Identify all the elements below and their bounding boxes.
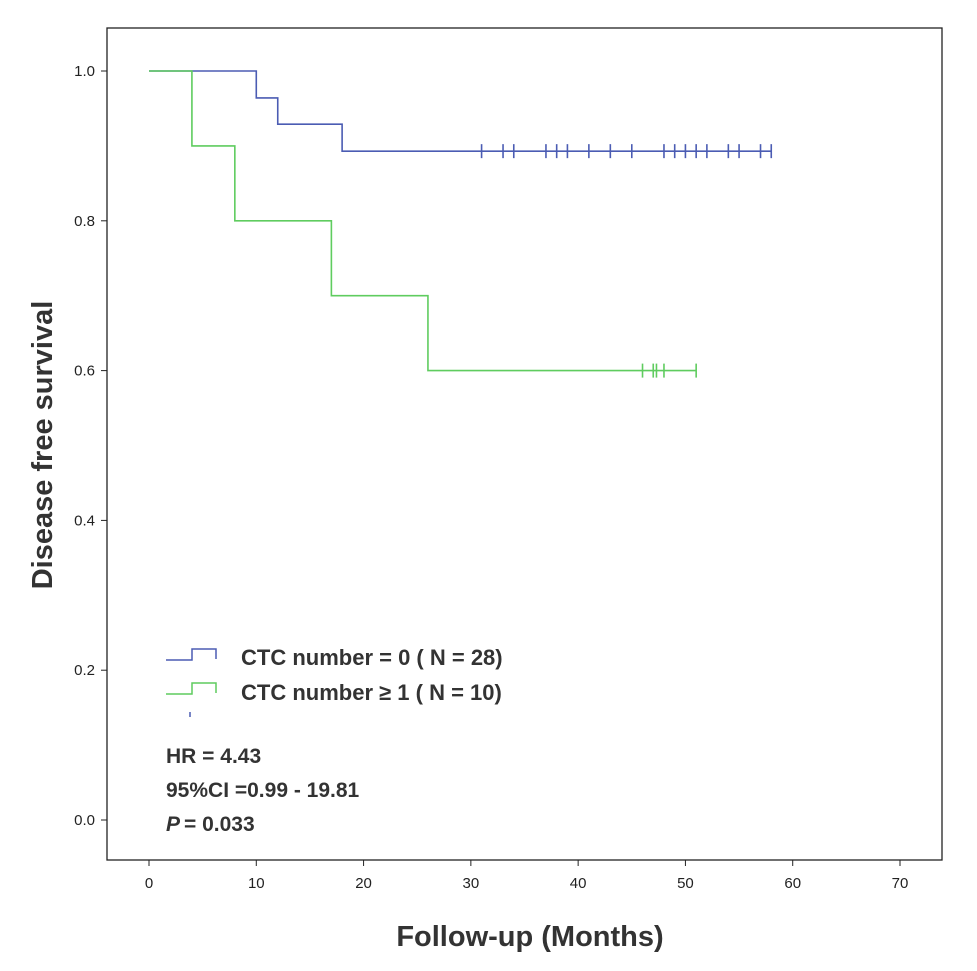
legend-swatch-green xyxy=(166,682,217,695)
legend: CTC number = 0 ( N = 28) CTC number ≥ 1 … xyxy=(166,645,503,717)
survival-curve-0 xyxy=(149,70,772,152)
x-axis-label: Follow-up (Months) xyxy=(396,921,663,953)
plot-frame xyxy=(106,27,943,861)
y-tick-label: 0.6 xyxy=(74,363,95,380)
hr-annotation: HR = 4.43 xyxy=(166,745,261,768)
ci-annotation: 95%CI =0.99 - 19.81 xyxy=(166,779,360,802)
survival-curve-1 xyxy=(149,70,697,372)
y-tick-label: 0.8 xyxy=(74,213,95,230)
x-tick-label: 40 xyxy=(570,875,587,892)
legend-label-ctc-0: CTC number = 0 ( N = 28) xyxy=(241,645,503,670)
legend-swatch-blue xyxy=(166,648,217,661)
x-tick-label: 0 xyxy=(145,875,153,892)
x-tick-label: 20 xyxy=(355,875,372,892)
y-tick-label: 0.0 xyxy=(74,812,95,829)
y-axis-label: Disease free survival xyxy=(27,301,59,590)
p-annotation: P = 0.033 xyxy=(166,813,255,836)
y-tick-label: 1.0 xyxy=(74,63,95,80)
x-tick-label: 30 xyxy=(463,875,480,892)
y-tick-label: 0.4 xyxy=(74,512,95,529)
p-value: = 0.033 xyxy=(184,813,255,836)
x-tick-label: 10 xyxy=(248,875,265,892)
x-tick-label: 60 xyxy=(784,875,801,892)
y-tick-label: 0.2 xyxy=(74,662,95,679)
legend-label-ctc-1: CTC number ≥ 1 ( N = 10) xyxy=(241,680,502,705)
x-tick-label: 70 xyxy=(892,875,909,892)
p-symbol: P xyxy=(166,813,181,836)
x-tick-label: 50 xyxy=(677,875,694,892)
